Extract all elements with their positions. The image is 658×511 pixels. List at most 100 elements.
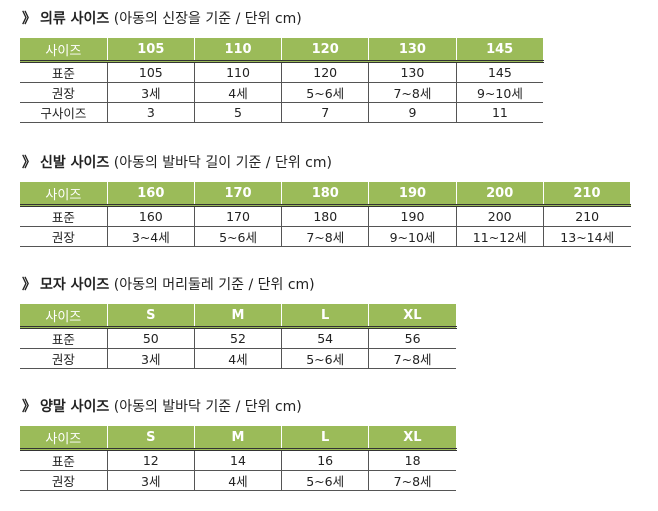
section-title: 》 의류 사이즈 (아동의 신장을 기준 / 단위 cm) (22, 9, 544, 29)
table-cell: 110 (193, 61, 282, 83)
table-cell: 54 (281, 327, 369, 349)
table-row: 권장 3세 4세 5~6세 7~8세 (20, 348, 456, 369)
table-cell: 7 (281, 102, 369, 123)
table-cell: 180 (281, 205, 369, 227)
table-row: 표준 105 110 120 130 145 (20, 61, 544, 83)
table-cell: 3세 (106, 348, 195, 369)
row-label: 권장 (20, 226, 108, 247)
table-cell: 11 (455, 102, 544, 123)
table-cell: 145 (455, 61, 544, 83)
header-cell: 105 (106, 38, 195, 63)
size-section: 》 신발 사이즈 (아동의 발바닥 길이 기준 / 단위 cm) 사이즈 160 170… (20, 153, 632, 247)
section-title: 》 양말 사이즈 (아동의 발바닥 기준 / 단위 cm) (22, 397, 457, 417)
table-cell: 9 (368, 102, 457, 123)
table-cell: 12 (106, 449, 195, 471)
table-row: 권장 3~4세 5~6세 7~8세 9~10세 11~12세 13~14세 (20, 226, 631, 247)
header-cell: 사이즈 (20, 304, 108, 329)
table-cell: 52 (193, 327, 282, 349)
row-label: 표준 (20, 449, 108, 471)
table-cell: 3세 (106, 470, 195, 491)
table-cell: 18 (368, 449, 456, 471)
table-cell: 14 (193, 449, 282, 471)
table-row: 표준 12 14 16 18 (20, 449, 456, 471)
table-cell: 4세 (193, 348, 282, 369)
header-cell: L (281, 304, 370, 329)
header-cell: 120 (281, 38, 370, 63)
double-chevron-icon: 》 (22, 277, 36, 293)
table-cell: 16 (281, 449, 369, 471)
row-label: 구사이즈 (20, 102, 108, 123)
table-row: 권장 3세 4세 5~6세 7~8세 (20, 470, 456, 491)
header-cell: M (193, 426, 283, 451)
header-cell: XL (368, 426, 457, 451)
table-cell: 56 (368, 327, 456, 349)
header-cell: 사이즈 (20, 426, 108, 451)
section-name: 모자 사이즈 (40, 277, 110, 293)
table-cell: 7~8세 (368, 82, 457, 103)
table-cell: 120 (281, 61, 369, 83)
size-section: 》 의류 사이즈 (아동의 신장을 기준 / 단위 cm) 사이즈 105 110 120… (20, 9, 544, 123)
header-cell: 사이즈 (20, 182, 108, 207)
table-cell: 7~8세 (368, 470, 456, 491)
row-label: 표준 (20, 327, 108, 349)
table-row: 표준 160 170 180 190 200 210 (20, 205, 631, 227)
section-note: (아동의 발바닥 기준 / 단위 cm) (113, 399, 302, 415)
table-cell: 3 (106, 102, 195, 123)
size-table: 사이즈 S M L XL 표준 50 52 54 56 권장 3세 4세 5~6세 7~8세 (20, 304, 457, 369)
double-chevron-icon: 》 (22, 11, 36, 27)
table-row: 구사이즈 3 5 7 9 11 (20, 102, 544, 123)
header-cell: 160 (106, 182, 195, 207)
section-name: 의류 사이즈 (40, 11, 110, 27)
table-cell: 7~8세 (281, 226, 369, 247)
table-row: 권장 3세 4세 5~6세 7~8세 9~10세 (20, 82, 544, 103)
table-cell: 4세 (193, 82, 282, 103)
double-chevron-icon: 》 (22, 155, 36, 171)
table-cell: 7~8세 (368, 348, 456, 369)
table-cell: 200 (455, 205, 544, 227)
header-cell: 145 (455, 38, 544, 63)
header-row: 사이즈 160 170 180 190 200 210 (20, 182, 632, 207)
table-cell: 3~4세 (106, 226, 195, 247)
table-cell: 5~6세 (281, 470, 369, 491)
table-cell: 4세 (193, 470, 282, 491)
row-label: 표준 (20, 205, 108, 227)
table-cell: 3세 (106, 82, 195, 103)
table-cell: 13~14세 (542, 226, 631, 247)
table-cell: 50 (106, 327, 195, 349)
table-cell: 170 (193, 205, 282, 227)
size-section: 》 양말 사이즈 (아동의 발바닥 기준 / 단위 cm) 사이즈 S M L XL 표준 12… (20, 397, 457, 491)
section-name: 신발 사이즈 (40, 155, 110, 171)
header-row: 사이즈 S M L XL (20, 304, 457, 329)
row-label: 표준 (20, 61, 108, 83)
section-name: 양말 사이즈 (40, 399, 110, 415)
row-label: 권장 (20, 470, 108, 491)
row-label: 권장 (20, 348, 108, 369)
header-cell: M (193, 304, 283, 329)
header-cell: 130 (368, 38, 457, 63)
table-cell: 9~10세 (368, 226, 457, 247)
header-row: 사이즈 S M L XL (20, 426, 457, 451)
header-cell: 170 (193, 182, 283, 207)
section-note: (아동의 발바닥 길이 기준 / 단위 cm) (113, 155, 332, 171)
header-cell: S (106, 426, 195, 451)
size-table: 사이즈 160 170 180 190 200 210 표준 160 170 180 190 200 21… (20, 182, 632, 247)
header-cell: 110 (193, 38, 283, 63)
size-table: 사이즈 105 110 120 130 145 표준 105 110 120 130 145 권장 3세 4… (20, 38, 544, 123)
table-cell: 190 (368, 205, 457, 227)
table-cell: 5~6세 (281, 82, 369, 103)
table-row: 표준 50 52 54 56 (20, 327, 456, 349)
header-cell: 180 (281, 182, 370, 207)
header-cell: XL (368, 304, 457, 329)
section-note: (아동의 머리둘레 기준 / 단위 cm) (113, 277, 315, 293)
table-cell: 105 (106, 61, 195, 83)
header-cell: 사이즈 (20, 38, 108, 63)
table-cell: 210 (542, 205, 631, 227)
header-cell: 190 (368, 182, 457, 207)
header-row: 사이즈 105 110 120 130 145 (20, 38, 544, 63)
header-cell: S (106, 304, 195, 329)
size-section: 》 모자 사이즈 (아동의 머리둘레 기준 / 단위 cm) 사이즈 S M L XL 표준 5… (20, 275, 457, 369)
header-cell: L (281, 426, 370, 451)
table-cell: 160 (106, 205, 195, 227)
table-cell: 9~10세 (455, 82, 544, 103)
table-cell: 5~6세 (281, 348, 369, 369)
